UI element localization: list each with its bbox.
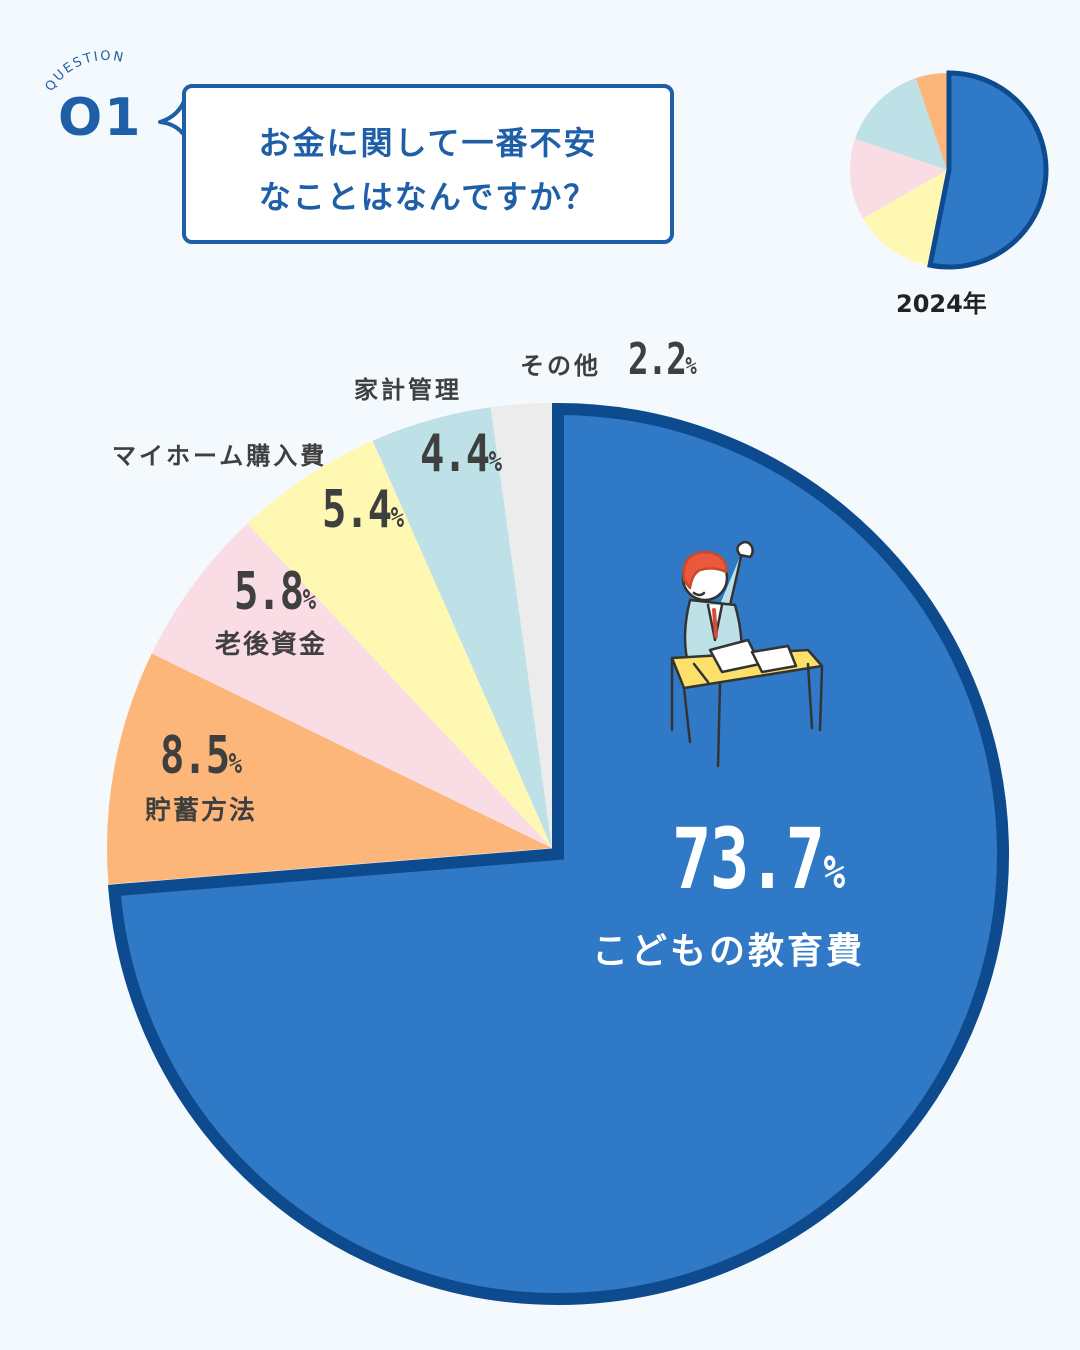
pct-label-retirement: 5.8% (234, 562, 317, 622)
question-text: お金に関して一番不安 なことはなんですか？ (186, 116, 670, 224)
question-number: O1 (58, 88, 143, 148)
pct-label-other: 2.2% (628, 334, 697, 385)
slice-savings (107, 653, 552, 885)
mini-pie-chart-2024 (849, 70, 1049, 270)
student-at-desk-illustration (670, 540, 824, 768)
mini-slice-1 (927, 70, 1049, 270)
mini-slice-4 (855, 78, 947, 170)
category-label-home: マイホーム購入費 (112, 442, 328, 470)
pie-slices (107, 402, 1009, 1305)
category-label-household: 家計管理 (354, 376, 462, 404)
slice-education (108, 402, 1009, 1305)
slice-retirement (151, 523, 553, 848)
pct-label-savings: 8.5% (160, 726, 243, 786)
question-line-2: なことはなんですか？ (258, 178, 598, 216)
speech-bubble-tail (158, 95, 188, 140)
pct-label-household: 4.4% (420, 424, 503, 484)
slice-other (490, 403, 552, 848)
category-label-education: こどもの教育費 (592, 931, 866, 972)
question-line-1: お金に関して一番不安 (258, 124, 598, 162)
mini-slice-3 (849, 138, 947, 219)
question-bubble: お金に関して一番不安 なことはなんですか？ (182, 84, 674, 244)
mini-chart-year-label: 2024年 (896, 290, 987, 318)
slice-home (247, 440, 553, 848)
pct-label-education: 73.7% (672, 810, 846, 908)
category-label-savings: 貯蓄方法 (145, 796, 258, 826)
mini-slice-2 (862, 170, 947, 266)
category-label-retirement: 老後資金 (215, 630, 328, 660)
pct-label-home: 5.4% (322, 480, 405, 540)
slice-household (372, 407, 552, 848)
mini-slice-5 (915, 73, 947, 170)
category-label-other: その他 (520, 352, 601, 380)
